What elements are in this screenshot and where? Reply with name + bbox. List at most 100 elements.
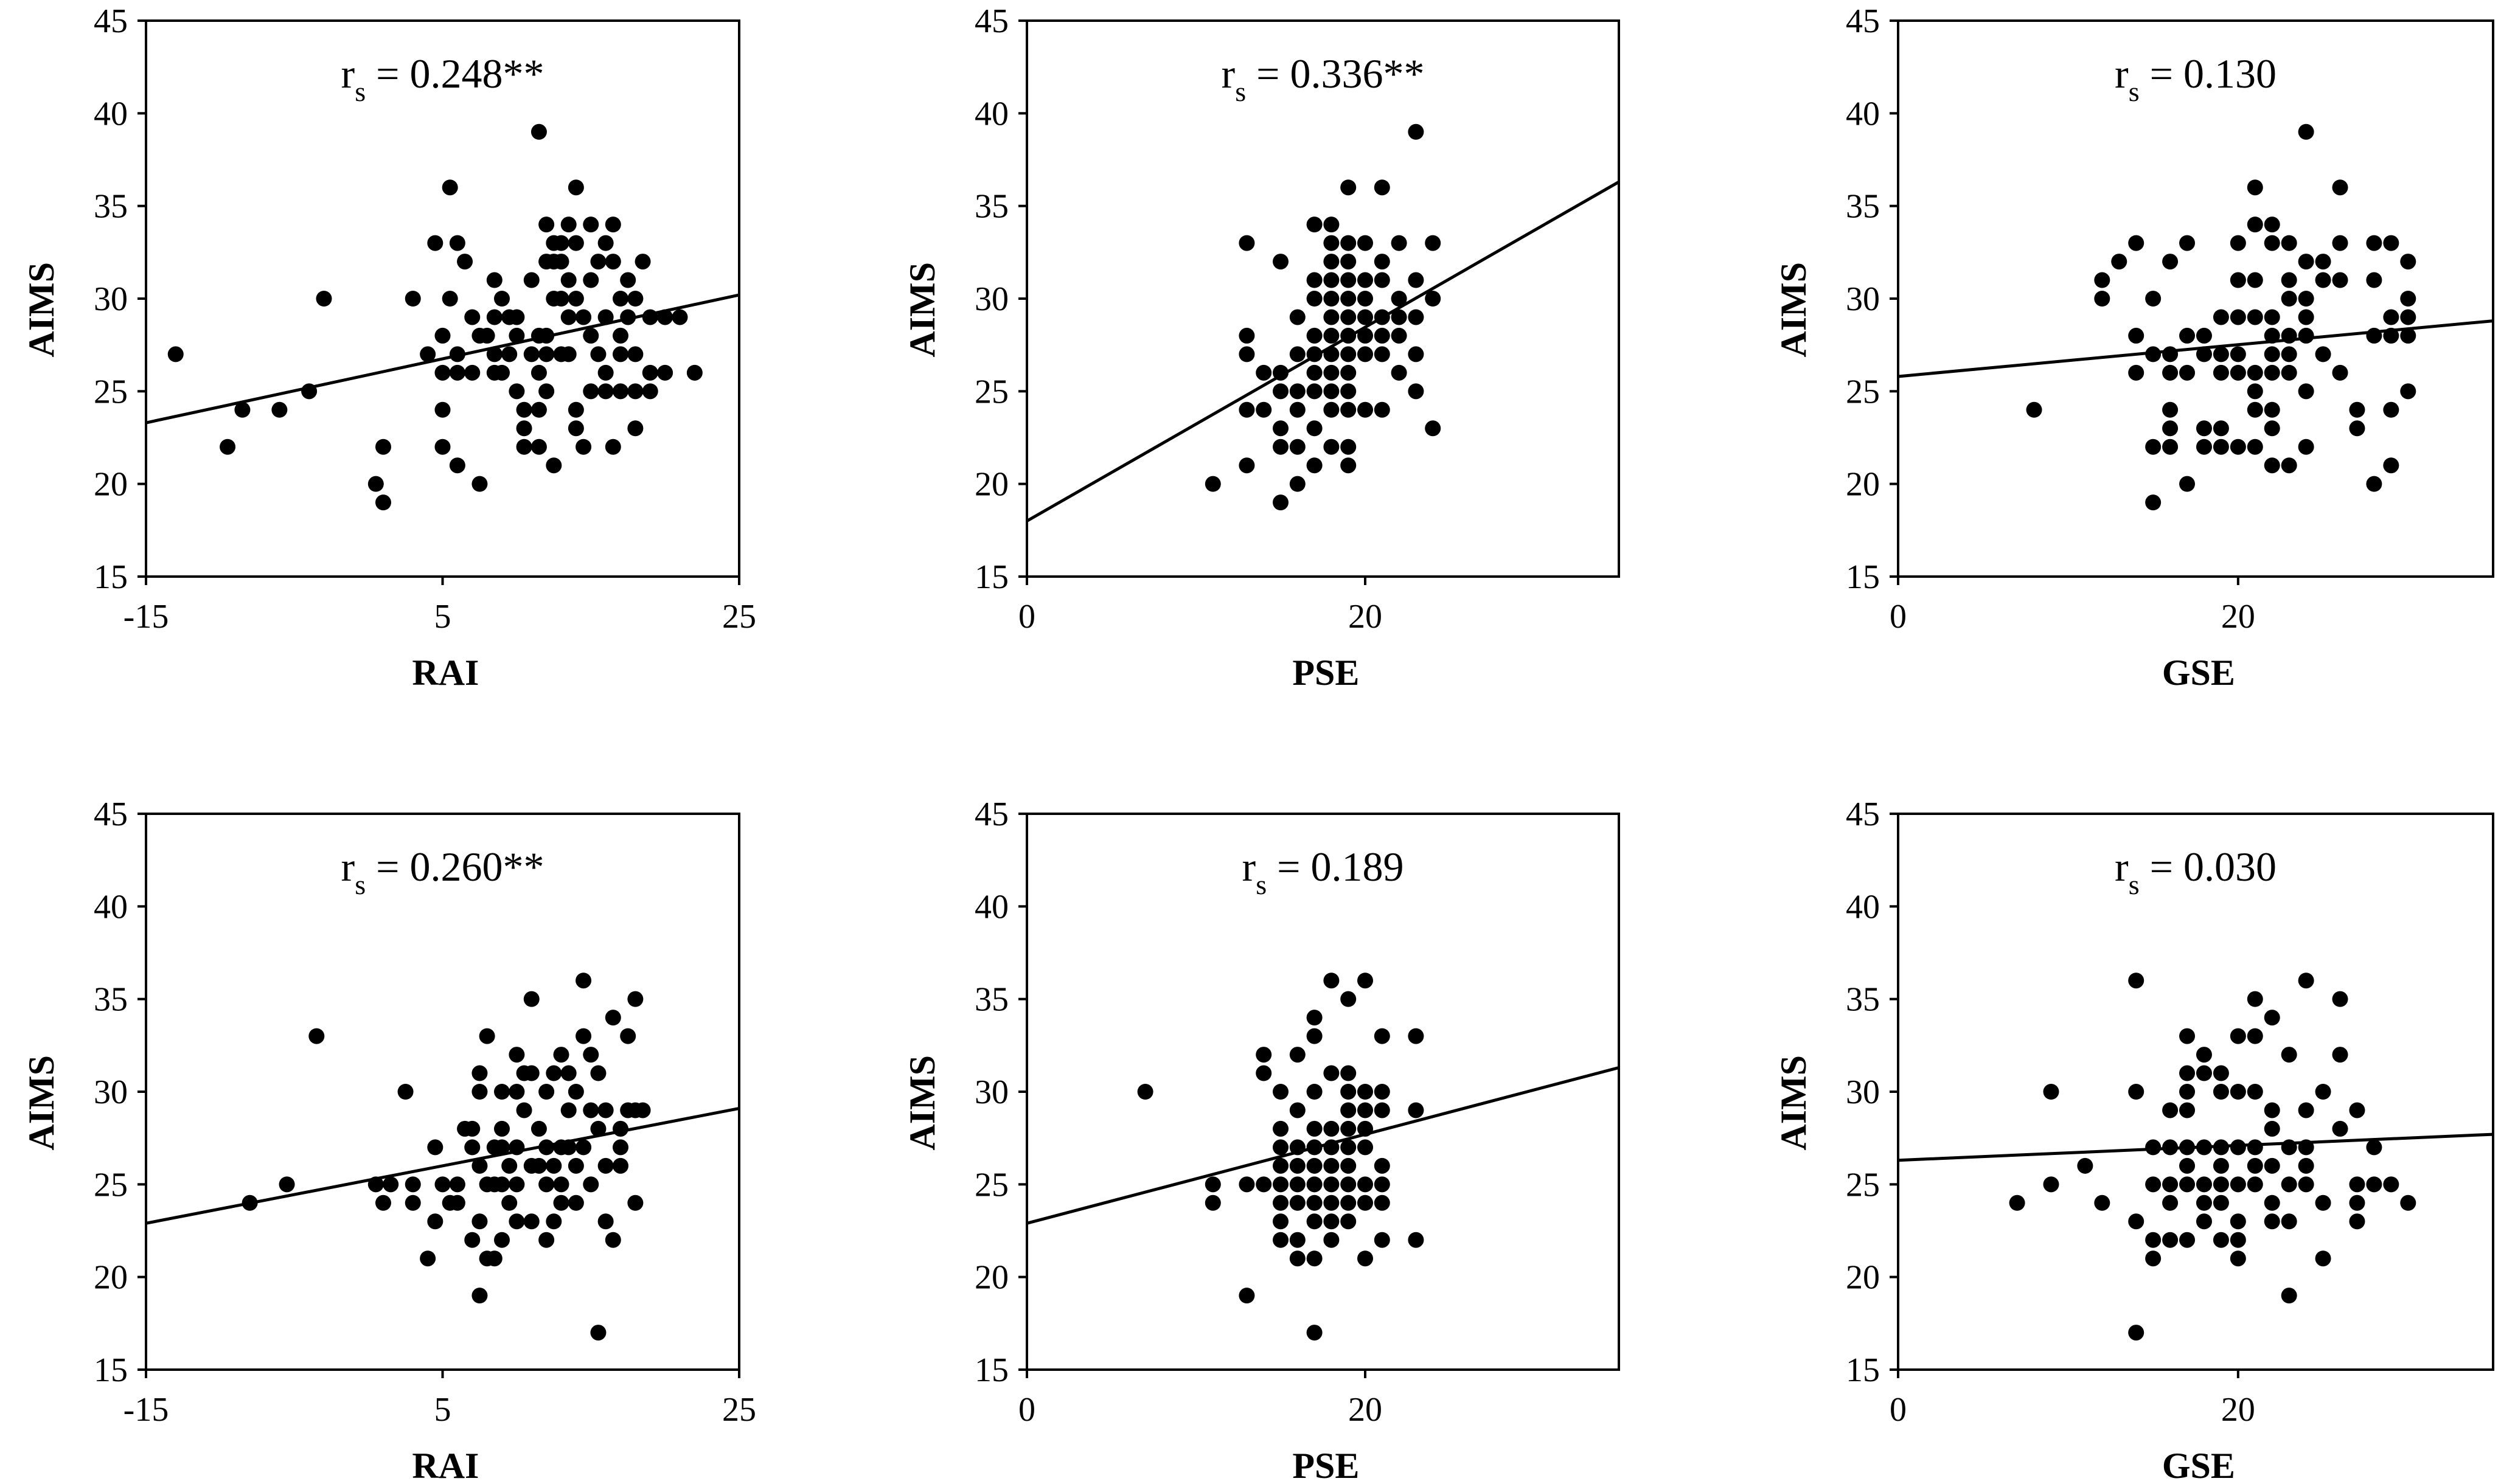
stat-value: = 0.189 xyxy=(1267,844,1404,890)
data-point xyxy=(1323,235,1340,251)
data-point xyxy=(1340,1213,1357,1230)
data-point xyxy=(1323,1065,1340,1081)
data-point xyxy=(2179,1157,2196,1174)
data-point xyxy=(1289,476,1306,492)
y-tick-label: 45 xyxy=(975,796,1009,833)
stat-subscript: s xyxy=(355,869,366,900)
stat-value: = 0.130 xyxy=(2140,50,2277,97)
data-point xyxy=(1273,1084,1289,1100)
y-tick-label: 35 xyxy=(1846,188,1880,226)
data-point xyxy=(2247,1084,2263,1100)
data-point xyxy=(620,1028,636,1044)
data-point xyxy=(2315,1084,2331,1100)
x-tick-label: 0 xyxy=(1890,598,1907,636)
data-point xyxy=(2349,420,2365,437)
data-point xyxy=(434,439,451,455)
data-point xyxy=(427,1139,444,1156)
panel-6: 15 20 25 30 35 40 45 0 20 GSE AIMS rs = 0.030 xyxy=(1773,796,2494,1484)
data-point xyxy=(1289,1232,1306,1248)
data-point xyxy=(2264,1120,2280,1137)
data-point xyxy=(2349,1194,2365,1211)
data-point xyxy=(2213,364,2229,381)
data-point xyxy=(1273,439,1289,455)
data-point xyxy=(2366,1139,2382,1156)
data-point xyxy=(2281,1213,2297,1230)
y-tick-label: 40 xyxy=(975,95,1009,133)
data-point xyxy=(2298,309,2314,325)
data-point xyxy=(2230,1028,2246,1044)
data-point xyxy=(583,383,599,400)
stat-subscript: s xyxy=(2129,869,2140,900)
data-point xyxy=(2162,401,2179,418)
data-point xyxy=(2179,1084,2196,1100)
x-tick-label: 0 xyxy=(1018,598,1035,636)
data-point xyxy=(568,235,584,251)
x-tick-label: 5 xyxy=(434,1391,451,1429)
data-point xyxy=(486,272,503,288)
data-point xyxy=(2230,1232,2246,1248)
data-point xyxy=(1408,309,1424,325)
data-point xyxy=(2179,364,2196,381)
data-point xyxy=(1340,457,1357,474)
y-tick-label: 15 xyxy=(94,558,128,596)
panel-4: 15 20 25 30 35 40 45 -15 5 25 RAI AIMS rs = 0.260** xyxy=(21,796,756,1484)
data-point xyxy=(627,1194,644,1211)
data-point xyxy=(2094,291,2110,307)
data-point xyxy=(2230,439,2246,455)
data-point xyxy=(2213,1157,2229,1174)
data-point xyxy=(471,1084,488,1100)
data-point xyxy=(1374,254,1390,270)
data-point xyxy=(1306,364,1323,381)
data-point xyxy=(597,1102,614,1118)
data-point xyxy=(2213,439,2229,455)
data-point xyxy=(2315,1194,2331,1211)
data-point xyxy=(1323,1194,1340,1211)
data-point xyxy=(605,217,621,233)
data-point xyxy=(375,439,391,455)
data-point xyxy=(434,327,451,344)
data-point xyxy=(464,309,481,325)
y-tick-label: 40 xyxy=(1846,95,1880,133)
data-point xyxy=(420,1250,436,1267)
data-point xyxy=(1306,272,1323,288)
x-tick-label: 0 xyxy=(1018,1391,1035,1429)
data-point xyxy=(2366,327,2382,344)
data-point xyxy=(1340,1176,1357,1193)
data-point xyxy=(405,1176,421,1193)
data-point xyxy=(301,383,318,400)
data-point xyxy=(2281,291,2297,307)
data-point xyxy=(1408,1102,1424,1118)
data-point xyxy=(2043,1176,2059,1193)
data-point xyxy=(2383,327,2399,344)
data-point xyxy=(442,291,458,307)
data-point xyxy=(538,1084,555,1100)
data-point xyxy=(2332,1120,2348,1137)
data-point xyxy=(657,364,673,381)
data-point xyxy=(1323,254,1340,270)
data-point xyxy=(1323,364,1340,381)
data-point xyxy=(597,364,614,381)
y-axis-title: AIMS xyxy=(902,262,942,358)
data-point xyxy=(449,1194,465,1211)
data-point xyxy=(486,309,503,325)
data-point xyxy=(2128,973,2144,989)
data-point xyxy=(1306,1028,1323,1044)
data-point xyxy=(2162,1232,2179,1248)
data-point xyxy=(2332,179,2348,196)
data-point xyxy=(308,1028,325,1044)
data-point xyxy=(1273,1176,1289,1193)
data-point xyxy=(613,327,628,344)
data-point xyxy=(1391,235,1407,251)
x-tick-label: 25 xyxy=(722,598,756,636)
y-tick-label: 40 xyxy=(975,888,1009,926)
plot-frame xyxy=(1897,813,2494,1371)
data-point xyxy=(2366,1176,2382,1193)
data-point xyxy=(2383,1176,2399,1193)
data-point xyxy=(1408,272,1424,288)
x-tick-label: 25 xyxy=(722,1391,756,1429)
data-point xyxy=(2213,1084,2229,1100)
data-point xyxy=(1273,1194,1289,1211)
data-point xyxy=(1306,1084,1323,1100)
data-point xyxy=(2179,1028,2196,1044)
data-point xyxy=(1289,401,1306,418)
